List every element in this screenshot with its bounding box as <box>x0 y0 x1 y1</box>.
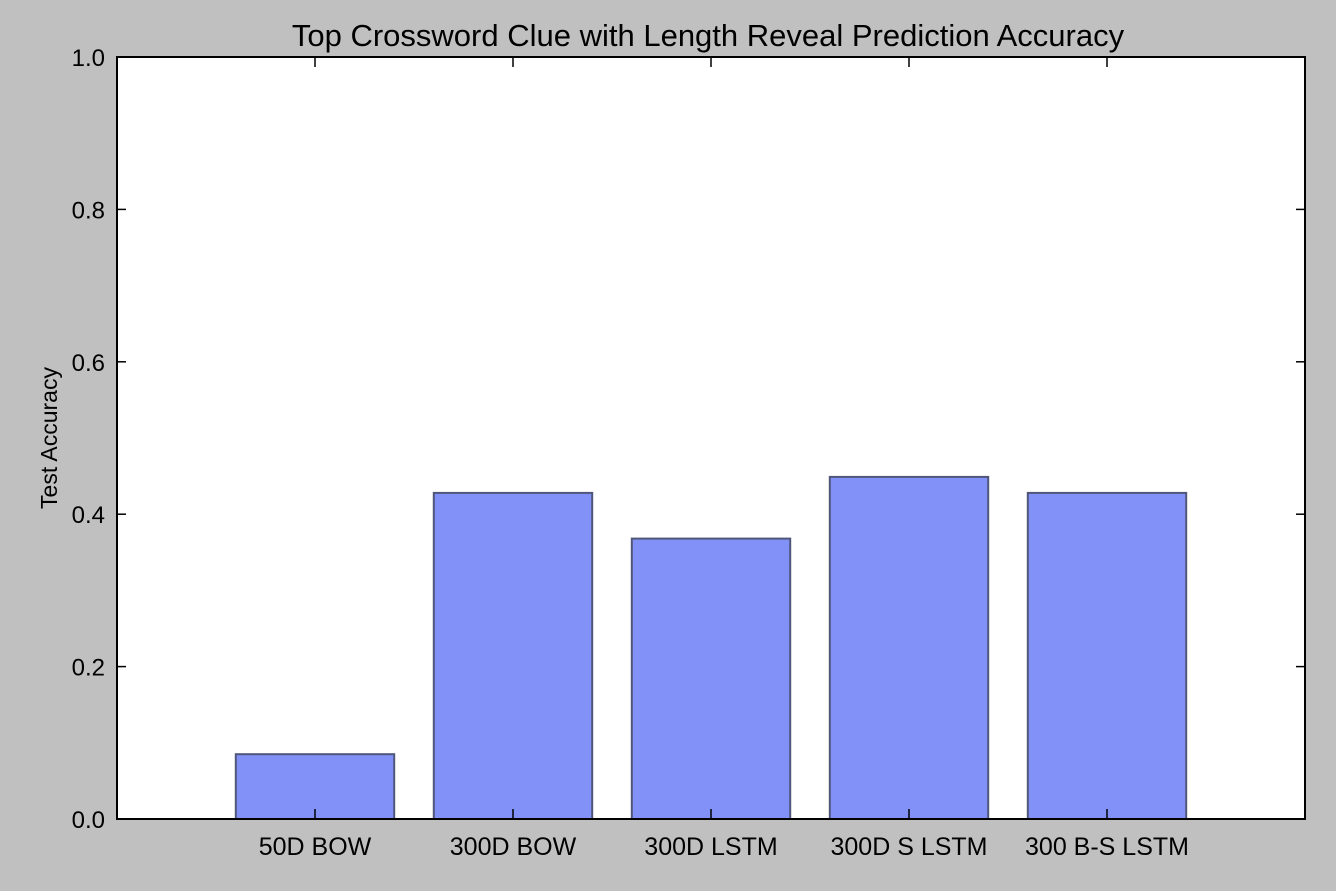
bars-layer <box>234 475 1188 821</box>
bar-0 <box>234 753 396 821</box>
x-tick-label-1: 300D BOW <box>450 833 577 861</box>
bar-1 <box>432 491 594 820</box>
y-tick-label-1: 0.2 <box>72 655 105 682</box>
y-tick-label-0: 0.0 <box>72 807 105 834</box>
bar-4 <box>1026 491 1188 820</box>
bar-3 <box>828 475 990 820</box>
chart-title: Top Crossword Clue with Length Reveal Pr… <box>292 18 1125 53</box>
y-tick-label-5: 1.0 <box>72 45 105 72</box>
x-tick-label-2: 300D LSTM <box>644 833 777 861</box>
y-tick-label-2: 0.4 <box>72 502 105 529</box>
x-tick-label-4: 300 B-S LSTM <box>1025 833 1189 861</box>
y-tick-label-4: 0.8 <box>72 197 105 224</box>
ticks-layer: 50D BOW 300D BOW 300D LSTM 300D S LSTM 300 B… <box>72 45 1305 861</box>
x-tick-label-3: 300D S LSTM <box>830 833 987 861</box>
x-tick-label-0: 50D BOW <box>259 833 372 861</box>
y-axis-label: Test Accuracy <box>36 367 62 509</box>
y-tick-label-3: 0.6 <box>72 350 105 377</box>
bar-2 <box>630 537 792 820</box>
